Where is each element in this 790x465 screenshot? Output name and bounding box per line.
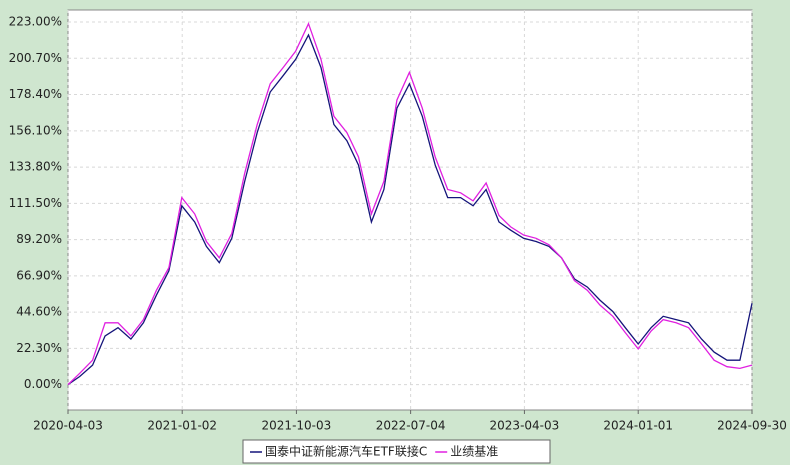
plot-area	[67, 9, 753, 411]
x-tick-label: 2021-10-03	[262, 419, 332, 433]
legend-label: 业绩基准	[450, 445, 498, 459]
y-tick-label: 133.80%	[9, 160, 62, 174]
x-tick-label: 2024-01-01	[603, 419, 673, 433]
y-tick-label: 44.60%	[16, 305, 62, 319]
x-tick-label: 2024-09-30	[717, 419, 787, 433]
y-tick-label: 22.30%	[16, 341, 62, 355]
y-tick-label: 178.40%	[9, 87, 62, 101]
y-tick-label: 200.70%	[9, 51, 62, 65]
x-tick-label: 2021-01-02	[147, 419, 217, 433]
y-tick-label: 89.20%	[16, 232, 62, 246]
x-tick-label: 2020-04-03	[33, 419, 103, 433]
series-line	[67, 33, 753, 386]
y-tick-label: 111.50%	[9, 196, 62, 210]
legend	[242, 439, 551, 464]
x-tick-label: 2022-07-04	[376, 419, 446, 433]
x-tick-label: 2023-04-03	[490, 419, 560, 433]
legend-label: 国泰中证新能源汽车ETF联接C	[265, 444, 427, 459]
y-tick-label: 223.00%	[9, 15, 62, 29]
y-tick-label: 0.00%	[24, 377, 62, 391]
series-line	[67, 21, 753, 386]
y-tick-label: 66.90%	[16, 268, 62, 282]
y-tick-label: 156.10%	[9, 123, 62, 137]
